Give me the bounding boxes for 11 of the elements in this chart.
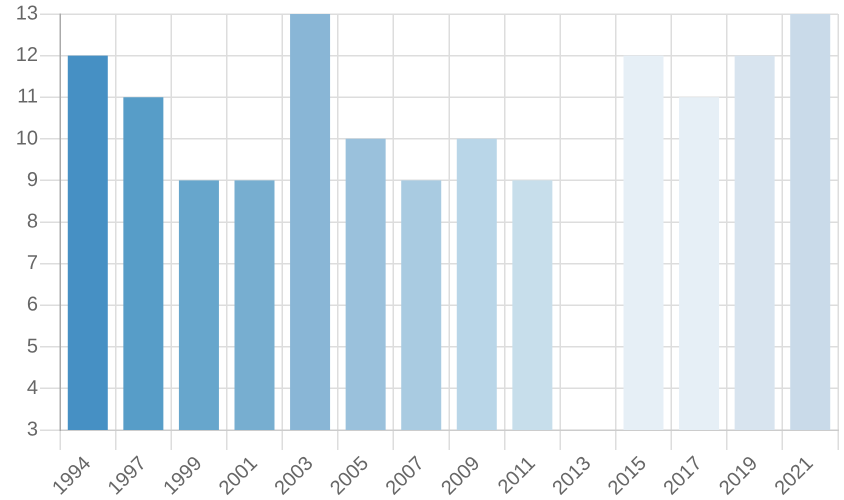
y-tick-label: 9 [26, 168, 38, 191]
y-tick-label: 8 [26, 210, 38, 233]
y-tick-label: 10 [16, 127, 38, 150]
y-tick-label: 5 [26, 335, 38, 358]
y-tick-label: 4 [26, 376, 38, 399]
y-tick-label: 6 [26, 294, 38, 316]
y-tick-label: 3 [26, 418, 38, 441]
y-tick-label: 7 [26, 252, 38, 274]
y-tick-label: 13 [16, 2, 38, 25]
y-tick-label: 12 [16, 44, 38, 66]
y-tick-label: 11 [17, 86, 38, 108]
